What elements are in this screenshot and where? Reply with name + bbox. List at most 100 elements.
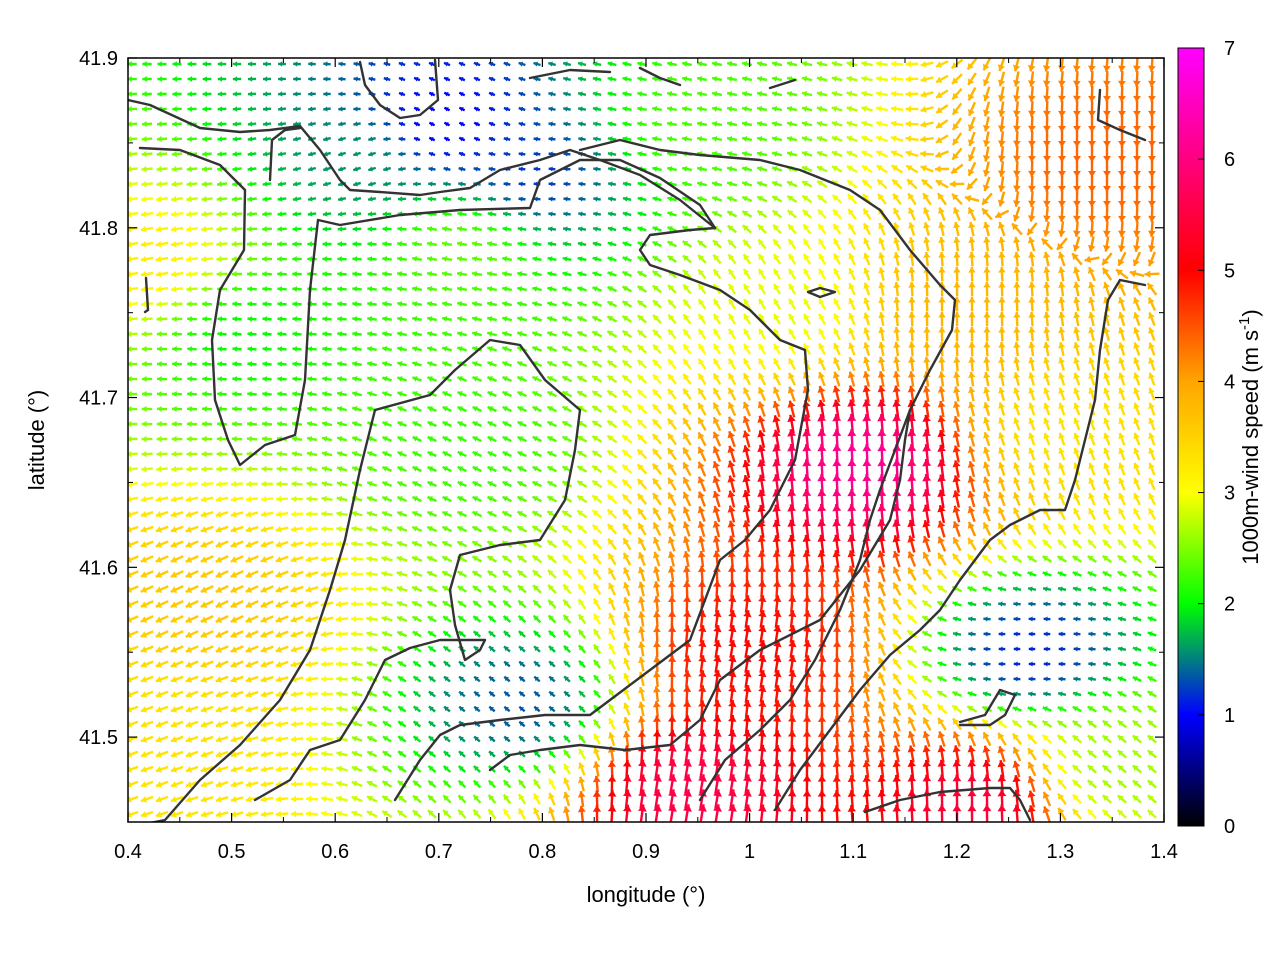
wind-arrow (277, 391, 287, 397)
wind-arrow (155, 195, 169, 203)
wind-arrow (1133, 100, 1141, 118)
wind-arrow-head (262, 241, 267, 248)
wind-arrow (968, 326, 976, 342)
wind-arrow (578, 196, 586, 202)
wind-arrow-head (277, 331, 283, 337)
wind-arrow (817, 238, 827, 250)
wind-arrow-head (876, 120, 882, 127)
wind-arrow (951, 73, 963, 85)
wind-arrow-head (1118, 230, 1126, 237)
wind-arrow (533, 106, 541, 112)
wind-arrow-head (217, 376, 223, 382)
wind-arrow (893, 252, 901, 266)
wind-arrow (141, 330, 153, 338)
wind-arrow-head (156, 135, 162, 143)
wind-arrow (712, 402, 722, 416)
wind-arrow (292, 331, 302, 337)
wind-arrow (741, 90, 753, 97)
wind-arrow (876, 60, 888, 68)
wind-arrow (141, 390, 153, 398)
wind-arrow-head (458, 166, 464, 172)
wind-arrow-head (652, 121, 658, 127)
wind-arrow (923, 296, 931, 312)
wind-arrow-head (201, 255, 207, 263)
wind-arrow (831, 194, 843, 204)
wind-arrow (562, 241, 572, 247)
wind-arrow (277, 106, 287, 112)
wind-arrow-head (262, 136, 268, 142)
wind-arrow-head (217, 151, 223, 157)
wind-arrow-head (353, 121, 358, 127)
wind-arrow (893, 296, 901, 312)
wind-arrow (606, 315, 618, 323)
wind-arrow (920, 120, 934, 128)
wind-arrow (742, 268, 752, 280)
wind-arrow-head (457, 211, 463, 217)
wind-arrow-head (938, 356, 946, 363)
wind-arrow-head (893, 282, 901, 289)
wind-arrow-head (697, 61, 703, 67)
wind-arrow (366, 391, 378, 397)
wind-arrow (185, 270, 199, 278)
wind-arrow (456, 285, 468, 292)
wind-arrow (681, 211, 693, 217)
wind-arrow (473, 166, 481, 172)
wind-arrow (772, 357, 782, 371)
wind-arrow-head (727, 105, 733, 112)
wind-arrow-head (444, 137, 449, 142)
wind-arrow (982, 146, 991, 162)
wind-arrow-head (697, 120, 703, 127)
wind-arrow-head (518, 106, 524, 112)
wind-arrow-head (667, 61, 673, 67)
wind-arrow (651, 106, 663, 112)
wind-arrow (968, 266, 976, 282)
wind-arrow (1043, 341, 1051, 357)
wind-arrow (473, 151, 481, 157)
wind-arrow-head (952, 193, 959, 201)
wind-arrow (652, 61, 662, 67)
wind-arrow-head (801, 135, 808, 142)
wind-arrow-head (141, 360, 147, 368)
wind-arrow (443, 76, 451, 82)
wind-arrow (1013, 326, 1021, 342)
wind-arrow-head (997, 94, 1006, 102)
wind-arrow (622, 256, 632, 262)
wind-arrow (471, 331, 483, 337)
wind-arrow (576, 375, 588, 383)
wind-arrow-head (682, 61, 688, 67)
wind-arrow-head (187, 136, 192, 142)
wind-arrow (875, 120, 889, 127)
wind-arrow-head (323, 91, 328, 97)
wind-arrow-head (801, 150, 808, 157)
wind-arrow (277, 181, 287, 187)
wind-arrow-head (232, 361, 238, 367)
wind-arrow-head (1087, 65, 1096, 72)
wind-arrow-head (323, 121, 328, 127)
wind-arrow (1118, 327, 1126, 341)
wind-arrow (456, 225, 468, 232)
wind-arrow-head (443, 181, 448, 187)
wind-arrow (1013, 251, 1021, 267)
wind-arrow (758, 298, 766, 310)
wind-arrow-head (846, 120, 853, 127)
wind-arrow-head (920, 90, 927, 98)
wind-arrow (727, 328, 737, 340)
wind-arrow (727, 283, 737, 295)
wind-arrow (367, 256, 377, 262)
wind-arrow (262, 406, 272, 412)
wind-arrow (516, 316, 528, 322)
wind-arrow (1042, 206, 1051, 222)
wind-arrow (757, 357, 767, 371)
wind-arrow-head (982, 140, 991, 147)
wind-arrow-head (368, 166, 374, 172)
wind-arrow (277, 346, 287, 352)
wind-arrow (171, 165, 183, 173)
wind-arrow-head (697, 90, 703, 97)
wind-arrow (998, 296, 1006, 312)
wind-arrow (246, 240, 258, 248)
wind-arrow-head (1058, 110, 1066, 117)
wind-arrow (1133, 160, 1141, 178)
wind-arrow (247, 301, 257, 307)
wind-arrow (307, 196, 317, 202)
wind-arrow (1088, 206, 1096, 222)
